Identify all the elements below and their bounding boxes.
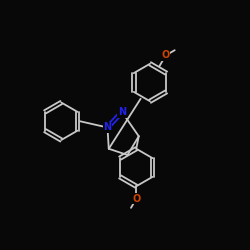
Text: O: O: [132, 194, 140, 204]
Text: O: O: [162, 50, 170, 60]
Text: N: N: [118, 107, 126, 117]
Text: N: N: [104, 122, 112, 132]
